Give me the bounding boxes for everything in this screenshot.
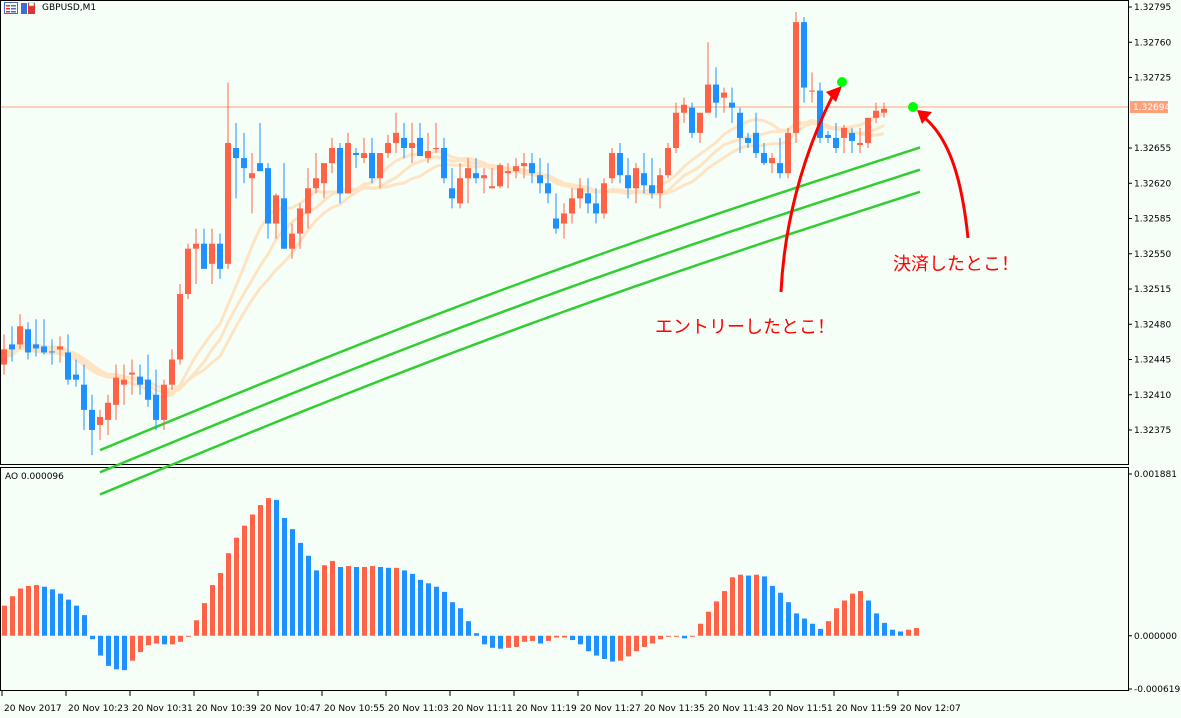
current-price-label: 1.32694 (1130, 101, 1170, 113)
ao-axis: 0.001881 0.000000 -0.000619 (1128, 470, 1180, 695)
svg-text:20 Nov 11:11: 20 Nov 11:11 (452, 704, 513, 714)
ao-histogram (2, 498, 919, 671)
template-icon[interactable] (21, 1, 35, 14)
svg-text:1.32795: 1.32795 (1134, 3, 1171, 13)
svg-text:20 Nov 11:03: 20 Nov 11:03 (388, 704, 449, 714)
svg-text:1.32550: 1.32550 (1134, 250, 1171, 260)
exit-marker (908, 102, 918, 112)
price-axis: 1.32795 1.32760 1.32725 1.32655 1.32620 1.325… (1128, 3, 1171, 436)
svg-text:1.32375: 1.32375 (1134, 426, 1171, 436)
chart-title-bar: GBPUSD,M1 (4, 1, 97, 14)
chart-title: GBPUSD,M1 (42, 3, 97, 13)
svg-text:0.001881: 0.001881 (1134, 470, 1177, 480)
svg-text:20 Nov 11:59: 20 Nov 11:59 (836, 704, 897, 714)
svg-text:1.32655: 1.32655 (1134, 144, 1171, 154)
ao-label: AO 0.000096 (5, 472, 64, 482)
exit-arrow (917, 110, 970, 239)
svg-text:20 Nov 11:35: 20 Nov 11:35 (644, 704, 705, 714)
svg-text:20 Nov 10:31: 20 Nov 10:31 (132, 704, 193, 714)
svg-text:20 Nov 12:07: 20 Nov 12:07 (900, 704, 961, 714)
pane-frames (0, 0, 1129, 691)
entry-marker (837, 77, 847, 87)
svg-text:0.000000: 0.000000 (1134, 632, 1177, 642)
svg-text:1.32725: 1.32725 (1134, 74, 1171, 84)
exit-annotation: 決済したとこ！ (893, 254, 1019, 275)
svg-text:-0.000619: -0.000619 (1134, 685, 1180, 695)
svg-text:20 Nov 10:39: 20 Nov 10:39 (196, 704, 257, 714)
svg-text:20 Nov 11:27: 20 Nov 11:27 (580, 704, 641, 714)
svg-text:20 Nov 2017: 20 Nov 2017 (4, 704, 62, 714)
svg-text:1.32694: 1.32694 (1133, 103, 1170, 113)
svg-text:1.32445: 1.32445 (1134, 356, 1171, 366)
svg-text:1.32410: 1.32410 (1134, 391, 1171, 401)
svg-text:1.32480: 1.32480 (1134, 320, 1171, 330)
chart-window-icon[interactable] (4, 2, 18, 14)
svg-text:20 Nov 11:51: 20 Nov 11:51 (772, 704, 833, 714)
svg-text:1.32585: 1.32585 (1134, 215, 1171, 225)
svg-text:20 Nov 10:47: 20 Nov 10:47 (260, 704, 321, 714)
time-axis: 20 Nov 2017 20 Nov 10:23 20 Nov 10:31 20 No… (1, 691, 961, 714)
svg-text:20 Nov 10:55: 20 Nov 10:55 (324, 704, 385, 714)
svg-text:20 Nov 10:23: 20 Nov 10:23 (68, 704, 129, 714)
entry-arrow (779, 86, 842, 293)
svg-text:1.32620: 1.32620 (1134, 179, 1171, 189)
entry-annotation: エントリーしたとこ！ (655, 317, 835, 338)
slow-ma-lines (99, 146, 921, 496)
svg-text:1.32515: 1.32515 (1134, 285, 1171, 295)
svg-text:20 Nov 11:43: 20 Nov 11:43 (708, 704, 769, 714)
svg-text:1.32760: 1.32760 (1134, 38, 1171, 48)
svg-text:20 Nov 11:19: 20 Nov 11:19 (516, 704, 577, 714)
candlesticks (1, 12, 887, 456)
